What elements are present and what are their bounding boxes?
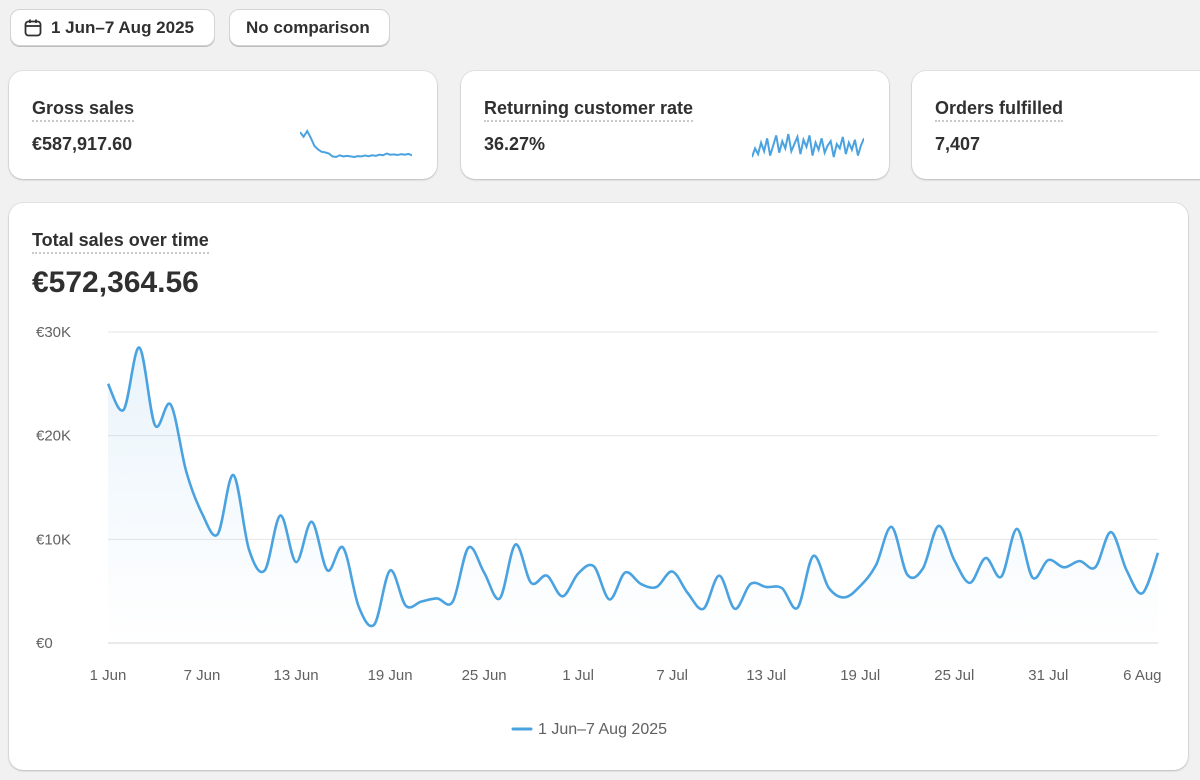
line-area [108,347,1158,643]
x-tick-label: 6 Aug [1123,667,1161,684]
x-tick-label: 19 Jul [840,667,880,684]
x-tick-label: 7 Jul [656,667,688,684]
sparkline-line [300,129,412,159]
comparison-button[interactable]: No comparison [229,9,390,46]
metric-card[interactable]: Orders fulfilled 7,407 [912,71,1200,179]
metric-value: 7,407 [935,134,981,154]
y-tick-label: €0 [36,635,53,652]
metric-title: Returning customer rate [484,98,694,122]
chart-title: Total sales over time [32,230,209,254]
comparison-text: No comparison [246,17,370,37]
legend-label: 1 Jun–7 Aug 2025 [538,721,667,738]
date-range-button[interactable]: 1 Jun–7 Aug 2025 [10,9,215,46]
metric-value: €587,917.60 [32,134,133,154]
x-tick-label: 13 Jun [274,667,319,684]
x-tick-label: 1 Jun [90,667,127,684]
x-tick-label: 1 Jul [562,667,594,684]
y-tick-label: €10K [36,531,71,548]
calendar-icon [24,19,42,36]
x-tick-label: 31 Jul [1028,667,1068,684]
chart-total: €572,364.56 [32,266,199,299]
sparkline-line [752,133,864,158]
metric-card[interactable]: Returning customer rate 36.27% [461,71,889,179]
x-tick-label: 19 Jun [368,667,413,684]
sparkline [752,133,864,158]
metric-card[interactable]: Gross sales €587,917.60 [9,71,437,179]
metric-value: 36.27% [484,134,546,154]
x-tick-label: 25 Jul [934,667,974,684]
x-tick-label: 13 Jul [746,667,786,684]
chart-card: Total sales over time €572,364.56 [9,203,1188,770]
y-tick-label: €20K [36,428,71,445]
metric-title: Orders fulfilled [935,98,1064,122]
y-tick-label: €30K [36,324,71,341]
line-series [106,346,1160,628]
x-tick-label: 25 Jun [462,667,507,684]
x-tick-label: 7 Jun [184,667,221,684]
metric-title: Gross sales [32,98,135,122]
sparkline [300,129,412,159]
date-range-text: 1 Jun–7 Aug 2025 [51,17,194,37]
